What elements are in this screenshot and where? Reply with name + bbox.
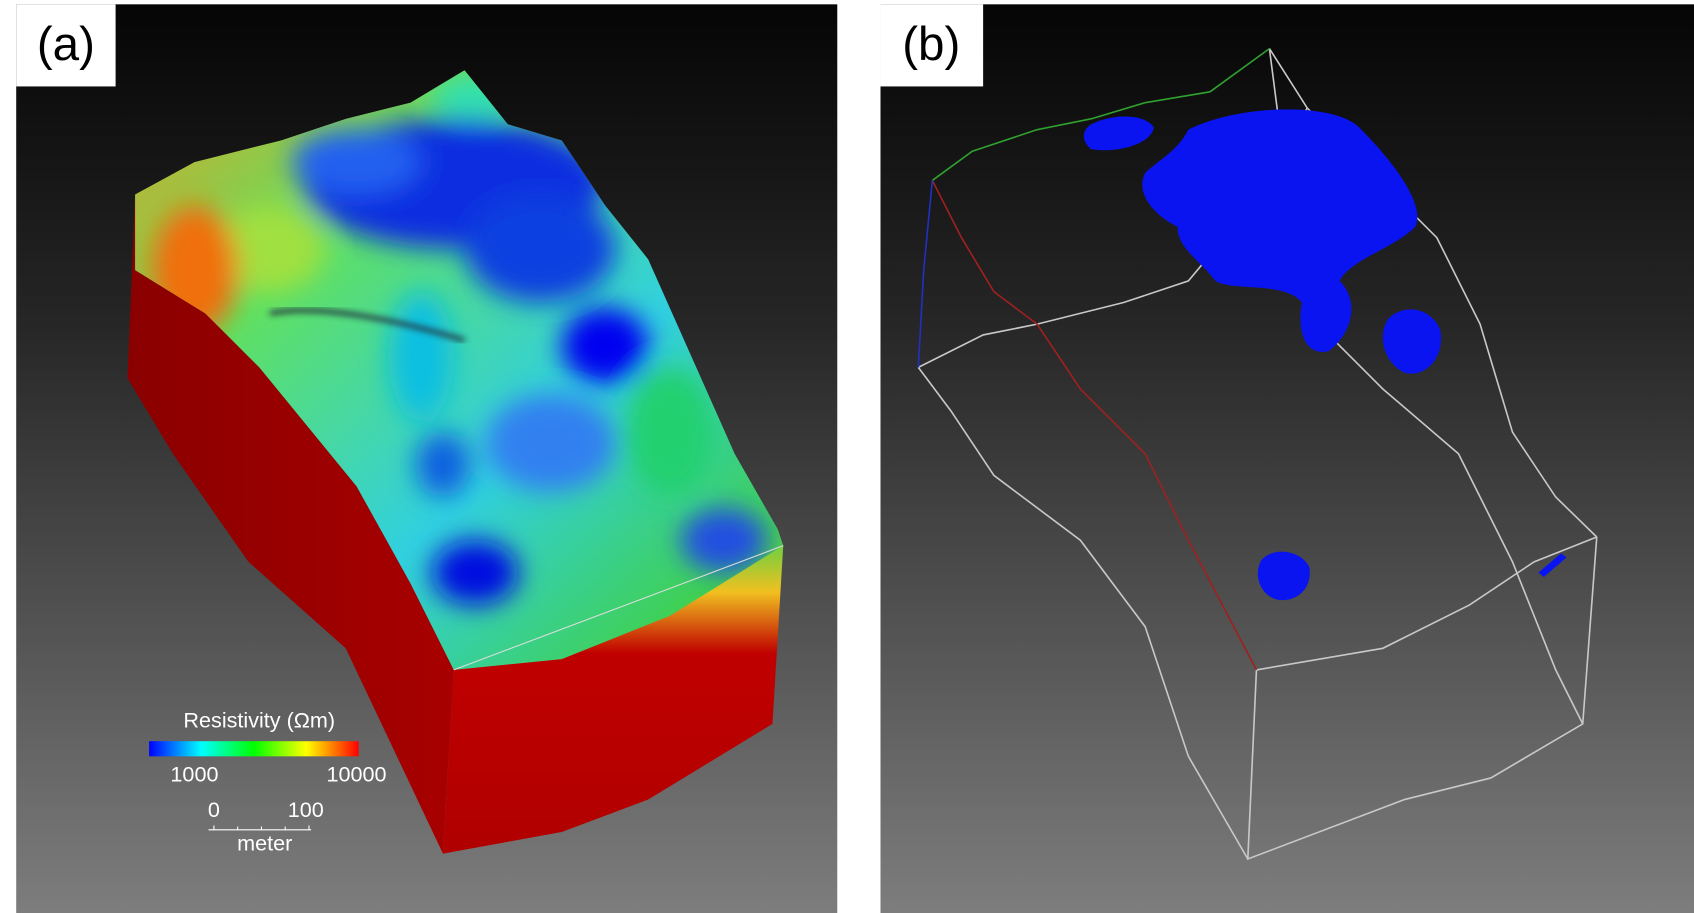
- panel-label-box: [16, 4, 116, 87]
- colorbar-title: Resistivity (Ωm): [183, 707, 335, 732]
- axis-y: [931, 47, 1270, 182]
- axis-z: [917, 180, 934, 368]
- scale-bar: [208, 825, 312, 831]
- anomaly-bodies: [1083, 109, 1567, 601]
- panel-label-box: [880, 4, 984, 87]
- scale-unit: meter: [237, 831, 292, 856]
- panel-label: (a): [37, 18, 95, 71]
- block-left-face: [127, 194, 454, 854]
- colorbar-tick-label: 1000: [170, 761, 218, 786]
- axis-x: [931, 180, 1258, 671]
- scale-tick-label: 0: [208, 797, 220, 822]
- scale-tick-label: 100: [288, 797, 324, 822]
- colorbar-tick-label: 10000: [326, 761, 386, 786]
- panel-label: (b): [902, 18, 960, 71]
- colorbar: [149, 741, 359, 757]
- block-front-face: [442, 545, 784, 854]
